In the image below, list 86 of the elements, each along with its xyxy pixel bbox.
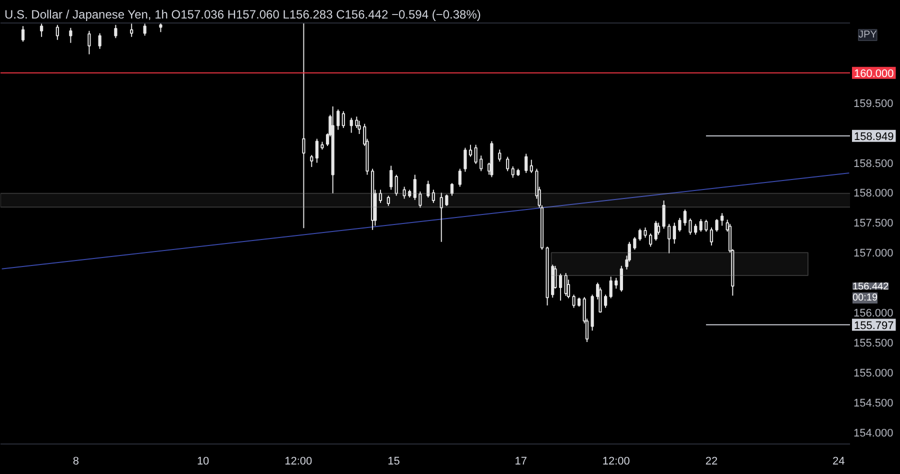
candlestick — [649, 233, 652, 248]
candlestick — [40, 23, 44, 38]
x-tick-label: 24 — [832, 456, 845, 468]
candlestick — [458, 168, 462, 188]
candlestick — [638, 228, 642, 242]
candlestick — [720, 212, 724, 226]
y-tick-label: 157.500 — [854, 218, 894, 230]
x-tick-label: 17 — [514, 456, 527, 468]
candlestick — [710, 227, 714, 246]
candlestick — [378, 189, 382, 204]
candlestick — [21, 26, 25, 42]
candlestick — [56, 24, 59, 40]
candlestick — [130, 23, 134, 38]
candlestick — [694, 223, 698, 236]
candlestick — [440, 192, 443, 242]
candlestick — [662, 200, 666, 230]
candlestick — [450, 182, 454, 196]
candlestick — [402, 186, 406, 200]
candlestick — [704, 219, 708, 232]
text: 00:19 — [852, 292, 878, 304]
candlestick — [506, 156, 510, 172]
candlestick — [394, 174, 398, 196]
candlestick — [432, 189, 436, 204]
candlestick — [480, 155, 483, 172]
candlestick — [558, 273, 562, 302]
y-tick-label: 157.000 — [854, 248, 894, 260]
candlestick — [498, 149, 502, 162]
y-tick-label: 155.500 — [854, 338, 894, 350]
candlestick — [672, 222, 676, 244]
candlestick — [511, 166, 514, 178]
candlestick — [445, 194, 448, 206]
candlestick — [143, 23, 146, 36]
candlestick — [620, 265, 624, 292]
candlestick — [688, 218, 692, 236]
candlestick — [604, 294, 608, 308]
candlestick — [114, 24, 118, 39]
candlestick — [386, 195, 390, 206]
ref-line-label: 155.797 — [854, 320, 894, 332]
candlestick — [699, 218, 702, 232]
candlestick — [609, 276, 612, 299]
candlestick — [468, 144, 472, 158]
candlestick — [715, 218, 718, 232]
y-tick-label: 158.500 — [854, 158, 894, 170]
candlestick — [530, 159, 533, 174]
candlestick — [683, 209, 687, 226]
text: JPY — [858, 30, 878, 40]
candlestick — [572, 294, 576, 308]
chart-title: U.S. Dollar / Japanese Yen, 1h O157.036 H157.060 L156.283 C156.442 −0.594 (−0.38%) — [4, 8, 481, 22]
candlestick — [644, 227, 647, 238]
candlestick — [358, 120, 361, 134]
candlestick — [315, 138, 318, 164]
y-tick-label: 155.000 — [854, 368, 894, 380]
x-tick-label: 22 — [705, 456, 718, 468]
candlestick — [524, 153, 528, 174]
x-tick-label: 12:00 — [284, 456, 312, 468]
candlestick — [668, 223, 671, 254]
candlestick — [98, 32, 102, 50]
candlestick — [418, 191, 422, 208]
y-tick-label: 154.000 — [854, 428, 894, 440]
candlestick — [678, 217, 682, 232]
ref-line-label: 160.000 — [854, 68, 894, 80]
y-tick-label: 158.000 — [854, 188, 894, 200]
ref-line-label: 158.949 — [854, 130, 894, 143]
y-tick-label: 156.000 — [854, 308, 894, 320]
candlestick — [614, 277, 618, 290]
candlestick — [633, 236, 636, 250]
x-tick-label: 10 — [196, 456, 210, 468]
candlestick — [336, 108, 340, 130]
candlestick — [598, 286, 602, 314]
candlestick — [464, 147, 467, 172]
candlestick — [350, 117, 353, 134]
candlestick — [310, 154, 314, 168]
candlestick — [302, 22, 306, 229]
y-tick-label: 154.500 — [854, 398, 894, 410]
candlestick — [413, 174, 416, 200]
candlestick — [69, 27, 72, 44]
candlestick — [654, 220, 658, 242]
candlestick — [474, 144, 478, 164]
candlestick — [426, 180, 430, 198]
candlestick — [342, 110, 345, 128]
candlestick — [390, 165, 393, 190]
x-tick-label: 15 — [388, 456, 400, 468]
y-tick-label: 159.500 — [854, 98, 894, 110]
x-tick-label: 12:00 — [602, 456, 630, 468]
x-tick-label: 8 — [72, 456, 80, 468]
candlestick — [88, 30, 91, 55]
